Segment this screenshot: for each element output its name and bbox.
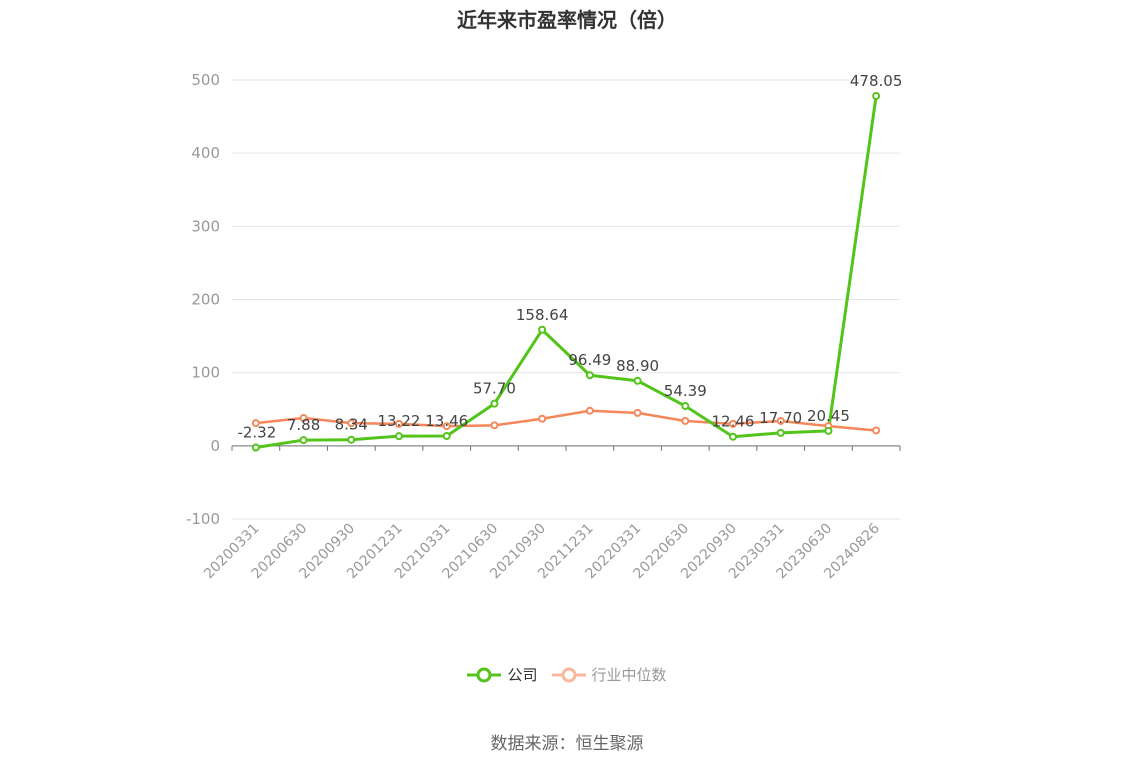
data-point-industry-median[interactable] [442,422,451,431]
legend-marker-company [467,667,502,682]
data-point-industry-median[interactable] [776,416,785,425]
chart-title: 近年来市盈率情况（倍） [457,8,677,32]
y-axis: -100 0 100 200 300 400 500 [186,71,220,528]
data-point-company[interactable] [538,325,547,334]
data-label: 478.05 [850,72,903,90]
legend-marker-industry-median [551,667,586,682]
data-point-company[interactable] [681,402,690,411]
series-line-company [255,95,878,450]
data-label: 12.46 [712,413,755,431]
data-point-company[interactable] [872,92,881,101]
data-point-company[interactable] [442,431,451,440]
y-tick-label: -100 [186,510,220,528]
y-tick-label: 300 [191,217,220,235]
data-point-industry-median[interactable] [347,419,356,428]
grid-lines [232,79,900,520]
data-point-industry-median[interactable] [251,419,260,428]
data-point-company[interactable] [776,428,785,437]
y-tick-label: 500 [191,71,220,89]
y-tick-label: 200 [191,291,220,309]
data-point-industry-median[interactable] [585,406,594,415]
data-label: 13.46 [425,412,468,430]
legend-label-industry-median: 行业中位数 [591,666,667,684]
data-label: 17.70 [759,409,802,427]
data-point-industry-median[interactable] [490,421,499,430]
series-points [251,92,881,452]
legend-item-industry-median[interactable]: 行业中位数 [551,664,667,685]
data-label: 57.70 [473,380,516,398]
data-label: 13.22 [378,412,421,430]
data-label: 88.90 [616,357,659,375]
data-point-company[interactable] [729,432,737,441]
data-point-industry-median[interactable] [729,419,737,428]
y-tick-label: 0 [210,437,220,455]
data-point-industry-median[interactable] [681,416,690,425]
data-point-company[interactable] [633,376,642,385]
data-label: 54.39 [664,382,707,400]
data-point-industry-median[interactable] [395,419,403,428]
data-point-industry-median[interactable] [633,408,642,417]
series-lines [255,95,878,450]
data-point-company[interactable] [824,426,833,435]
y-tick-label: 100 [191,364,220,382]
legend: 公司 行业中位数 [0,664,1134,685]
legend-item-company[interactable]: 公司 [467,664,538,685]
data-label: 20.45 [807,407,850,425]
data-point-company[interactable] [299,436,308,445]
data-point-company[interactable] [395,432,403,441]
data-label: -2.32 [237,424,276,442]
legend-label-company: 公司 [507,666,538,684]
series-line-industry-median [255,409,877,432]
x-axis: 2020033120200630202009302020123120210331… [201,445,901,582]
data-source: 数据来源：恒生聚源 [490,734,644,754]
data-point-company[interactable] [347,435,356,444]
data-label: 96.49 [568,351,611,369]
data-labels: -2.32 7.88 8.34 13.22 13.46 57.70 158.64 96.49 8… [237,72,902,441]
data-point-company[interactable] [251,443,260,452]
data-label: 8.34 [335,416,368,434]
data-point-industry-median[interactable] [299,414,308,423]
data-point-company[interactable] [585,371,594,380]
y-tick-label: 400 [191,144,220,162]
data-point-company[interactable] [490,399,499,408]
data-label: 158.64 [516,306,569,324]
data-point-industry-median[interactable] [538,414,547,423]
data-point-industry-median[interactable] [872,426,881,435]
data-label: 7.88 [287,416,320,434]
